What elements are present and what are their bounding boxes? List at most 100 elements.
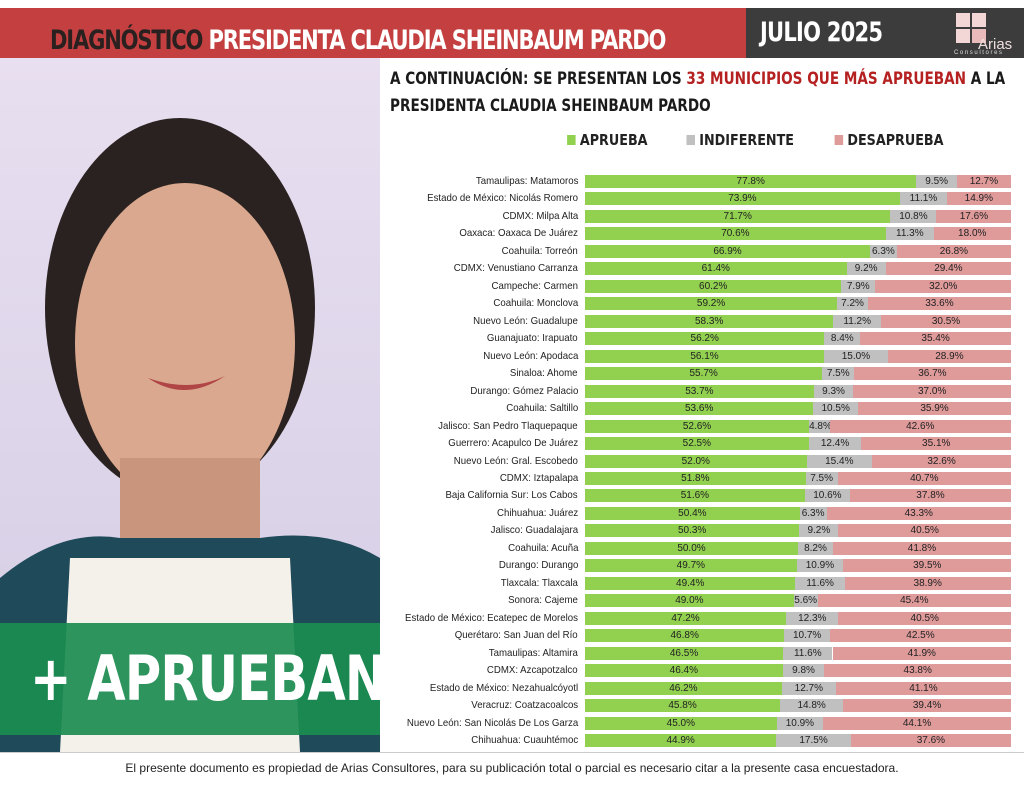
legend-label: INDIFERENTE: [698, 131, 794, 149]
category-label: Estado de México: Nezahualcóyotl: [429, 681, 578, 694]
category-label: Estado de México: Nicolás Romero: [427, 192, 578, 205]
bar-segment-desaprueba: 39.5%: [843, 559, 1012, 573]
bar-segment-aprueba: 45.0%: [585, 716, 777, 730]
bar-segment-aprueba: 52.6%: [585, 419, 810, 433]
category-label: Chihuahua: Juárez: [496, 506, 578, 519]
bar-segment-desaprueba: 36.7%: [854, 367, 1011, 381]
bar-segment-indiferente: 10.8%: [890, 209, 937, 223]
category-label: Coahuila: Saltillo: [506, 402, 578, 415]
footer-note: El presente documento es propiedad de Ar…: [0, 752, 1024, 787]
category-label: Nuevo León: San Nicolás De Los Garza: [406, 716, 578, 729]
bar-segment-indiferente: 11.1%: [899, 192, 948, 206]
bar-segment-indiferente: 11.6%: [783, 646, 833, 660]
bar-segment-desaprueba: 43.3%: [826, 506, 1011, 520]
bar-segment-desaprueba: 37.0%: [853, 384, 1011, 398]
date-box: JULIO 2025 Arias Consultores: [746, 8, 1024, 58]
bar-segment-aprueba: 52.5%: [585, 437, 809, 451]
bar-segment-desaprueba: 29.4%: [885, 262, 1011, 276]
bar-segment-desaprueba: 42.6%: [829, 419, 1011, 433]
bar-segment-indiferente: 11.6%: [795, 576, 845, 590]
category-label: Campeche: Carmen: [491, 279, 578, 292]
bar-segment-aprueba: 51.6%: [585, 489, 805, 503]
approval-band: + APRUEBAN: [0, 623, 380, 735]
bar-segment-desaprueba: 17.6%: [936, 209, 1012, 223]
bar-segment-aprueba: 45.8%: [585, 699, 781, 713]
bar-segment-desaprueba: 32.0%: [875, 279, 1012, 293]
bar-segment-aprueba: 51.8%: [585, 471, 806, 485]
bar-segment-aprueba: 46.5%: [585, 646, 784, 660]
category-label: Guerrero: Acapulco De Juárez: [448, 437, 578, 450]
category-label: Tamaulipas: Matamoros: [475, 175, 578, 187]
legend-swatch: [834, 135, 844, 145]
bar-segment-indiferente: 10.9%: [776, 716, 824, 730]
bar-segment-desaprueba: 12.7%: [956, 175, 1011, 188]
chart-legend: APRUEBA INDIFERENTE DESAPRUEBA: [560, 131, 953, 149]
category-label: Coahuila: Torreón: [501, 244, 578, 257]
bar-segment-desaprueba: 26.8%: [896, 244, 1011, 258]
bar-segment-indiferente: 10.6%: [804, 489, 850, 503]
bar-segment-desaprueba: 18.0%: [933, 227, 1011, 241]
bar-segment-aprueba: 56.2%: [585, 332, 825, 346]
bar-segment-indiferente: 5.6%: [793, 594, 818, 608]
bar-segment-indiferente: 15.0%: [823, 349, 888, 363]
category-label: Nuevo León: Guadalupe: [473, 314, 578, 327]
category-label: Nuevo León: Gral. Escobedo: [453, 454, 578, 467]
bar-segment-aprueba: 55.7%: [585, 367, 823, 381]
bar-segment-indiferente: 12.4%: [808, 437, 862, 451]
category-label: CDMX: Iztapalapa: [499, 471, 578, 484]
category-label: Coahuila: Monclova: [493, 297, 578, 310]
bar-segment-aprueba: 49.4%: [585, 576, 796, 590]
bar-segment-indiferente: 8.4%: [824, 332, 861, 346]
category-label: Veracruz: Coatzacoalcos: [471, 699, 578, 712]
bar-segment-desaprueba: 41.1%: [835, 681, 1011, 695]
bar-segment-aprueba: 61.4%: [585, 262, 847, 276]
bar-segment-desaprueba: 30.5%: [881, 314, 1011, 328]
category-label: Baja California Sur: Los Cabos: [445, 489, 578, 502]
bar-segment-aprueba: 56.1%: [585, 349, 824, 363]
date-label: JULIO 2025: [760, 17, 883, 48]
bar-segment-indiferente: 4.8%: [809, 419, 830, 433]
bar-segment-indiferente: 14.8%: [780, 699, 844, 713]
bar-segment-aprueba: 46.4%: [585, 664, 783, 678]
bar-segment-indiferente: 7.2%: [837, 297, 868, 311]
bar-segment-aprueba: 59.2%: [585, 297, 838, 311]
stacked-bar-chart: Tamaulipas: Matamoros 77.8% 9.5% 12.7% Estad…: [380, 170, 1024, 750]
chart-subtitle: A CONTINUACIÓN: SE PRESENTAN LOS 33 MUNI…: [390, 66, 1022, 120]
bar-segment-desaprueba: 14.9%: [947, 192, 1011, 206]
bar-segment-desaprueba: 35.4%: [860, 332, 1011, 346]
bar-segment-indiferente: 9.3%: [813, 384, 854, 398]
subtitle-part1: A CONTINUACIÓN: SE PRESENTAN LOS: [390, 69, 687, 89]
bar-segment-desaprueba: 35.1%: [861, 437, 1011, 451]
bar-segment-desaprueba: 40.5%: [838, 611, 1011, 625]
bar-segment-desaprueba: 35.9%: [858, 402, 1011, 416]
bar-segment-desaprueba: 43.8%: [824, 664, 1011, 678]
subtitle-part2: A LA PRESIDENTA CLAUDIA SHEINBAUM PARDO: [390, 69, 1006, 116]
bar-segment-aprueba: 60.2%: [585, 279, 842, 293]
bar-segment-indiferente: 9.2%: [799, 524, 839, 538]
legend-label: APRUEBA: [579, 131, 648, 149]
bar-segment-aprueba: 53.6%: [585, 402, 814, 416]
subtitle-highlight: 33 MUNICIPIOS QUE MÁS APRUEBAN: [686, 69, 967, 89]
bar-segment-aprueba: 52.0%: [585, 454, 807, 468]
category-label: Guanajuato: Irapuato: [487, 332, 578, 345]
bar-segment-indiferente: 11.2%: [833, 314, 882, 328]
bar-segment-aprueba: 49.0%: [585, 594, 794, 608]
arias-logo: Arias Consultores: [954, 11, 1018, 56]
bar-segment-aprueba: 50.3%: [585, 524, 800, 538]
legend-item: INDIFERENTE: [686, 131, 794, 149]
category-label: Jalisco: Guadalajara: [490, 524, 578, 537]
bar-segment-desaprueba: 38.9%: [844, 576, 1011, 590]
category-label: CDMX: Milpa Alta: [502, 209, 578, 222]
category-label: Sinaloa: Ahome: [510, 367, 578, 380]
legend-item: APRUEBA: [567, 131, 648, 149]
legend-swatch: [686, 135, 695, 145]
bar-segment-aprueba: 53.7%: [585, 384, 814, 398]
bar-segment-desaprueba: 42.5%: [829, 629, 1011, 643]
category-label: Durango: Durango: [498, 559, 578, 572]
bar-segment-aprueba: 77.8%: [585, 175, 917, 188]
bar-segment-indiferente: 17.5%: [776, 734, 851, 748]
bar-segment-aprueba: 50.4%: [585, 506, 800, 520]
bar-segment-indiferente: 12.7%: [781, 681, 836, 695]
bar-segment-aprueba: 47.2%: [585, 611, 787, 625]
bar-segment-indiferente: 10.5%: [813, 402, 859, 416]
